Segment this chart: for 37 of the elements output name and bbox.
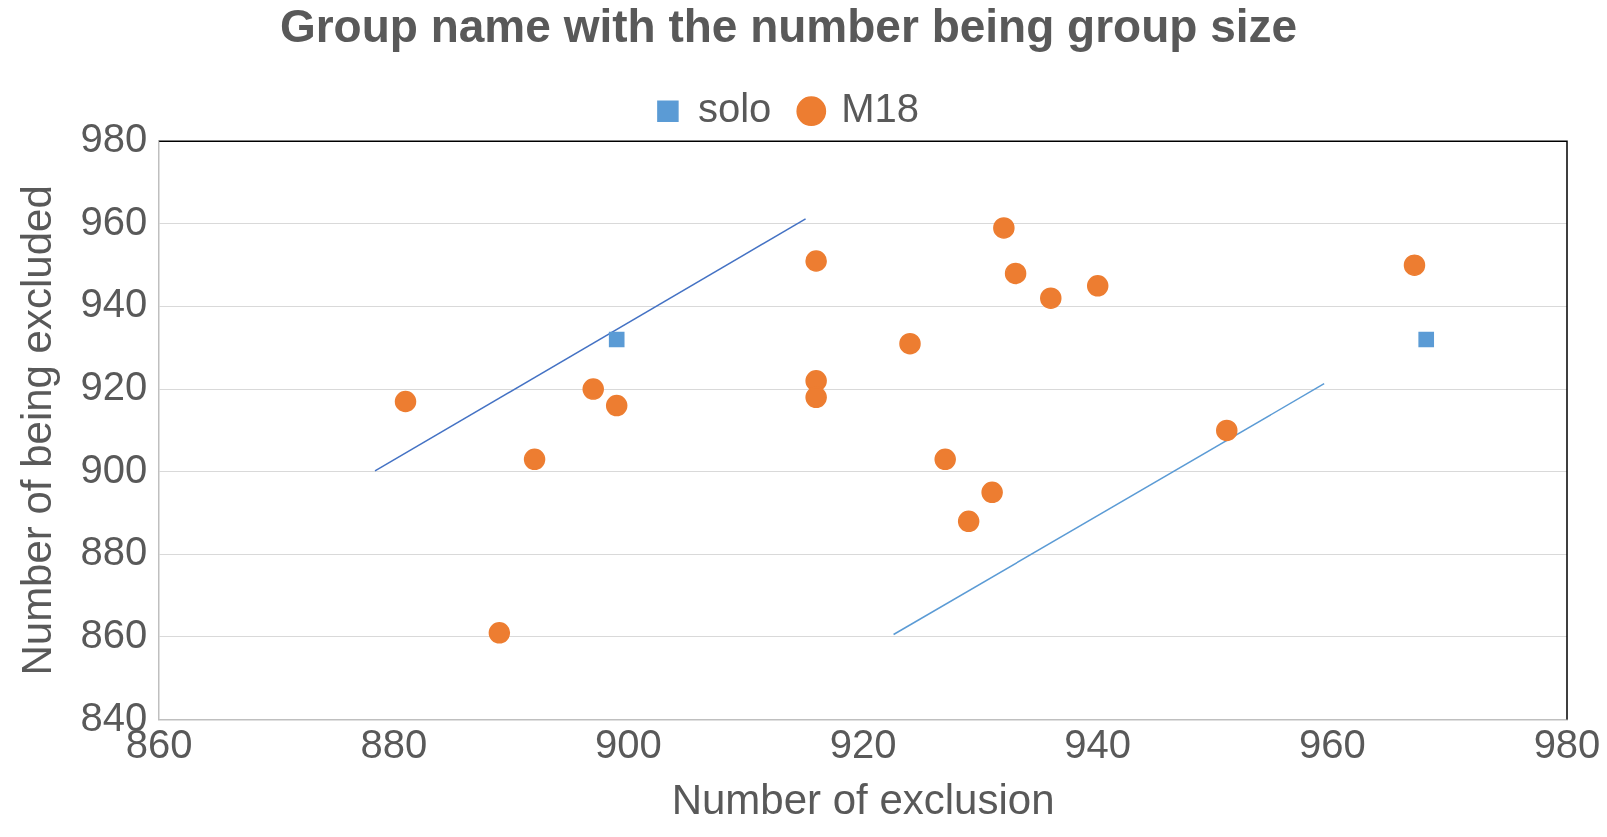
point: [394, 390, 417, 413]
point: [934, 448, 956, 471]
point: [957, 510, 980, 533]
x-tick-label: 900: [595, 721, 662, 766]
point: [608, 331, 625, 348]
x-tick-label: 880: [360, 721, 428, 766]
point: [605, 394, 628, 417]
y-tick-label: 860: [80, 612, 148, 656]
y-tick-label: 900: [80, 446, 148, 491]
chart-title: Group name with the number being group size: [279, 0, 1298, 53]
x-tick-label: 940: [1064, 721, 1132, 766]
x-tick-label: 920: [829, 721, 897, 766]
point: [582, 378, 604, 400]
point: [1403, 254, 1426, 276]
point: [1004, 262, 1027, 285]
y-tick-label: 920: [80, 364, 148, 409]
y-axis-title: Number of being excluded: [12, 185, 60, 676]
point: [1086, 275, 1109, 297]
point: [899, 332, 921, 355]
point: [1040, 287, 1062, 309]
legend-label: M18: [841, 86, 920, 131]
legend-label: solo: [697, 86, 772, 131]
y-tick-label: 940: [80, 281, 148, 326]
point: [1418, 331, 1435, 348]
point: [523, 448, 546, 471]
point: [805, 250, 827, 272]
point: [993, 217, 1015, 239]
y-tick-label: 960: [80, 198, 148, 243]
point: [1216, 419, 1238, 442]
x-tick-label: 960: [1298, 721, 1366, 766]
y-tick-label: 980: [80, 116, 148, 161]
point: [488, 622, 511, 644]
point: [805, 386, 827, 409]
x-axis-title: Number of exclusion: [671, 776, 1055, 824]
point: [981, 481, 1003, 504]
y-tick-label: 880: [80, 529, 148, 574]
x-tick-label: 980: [1533, 721, 1601, 766]
